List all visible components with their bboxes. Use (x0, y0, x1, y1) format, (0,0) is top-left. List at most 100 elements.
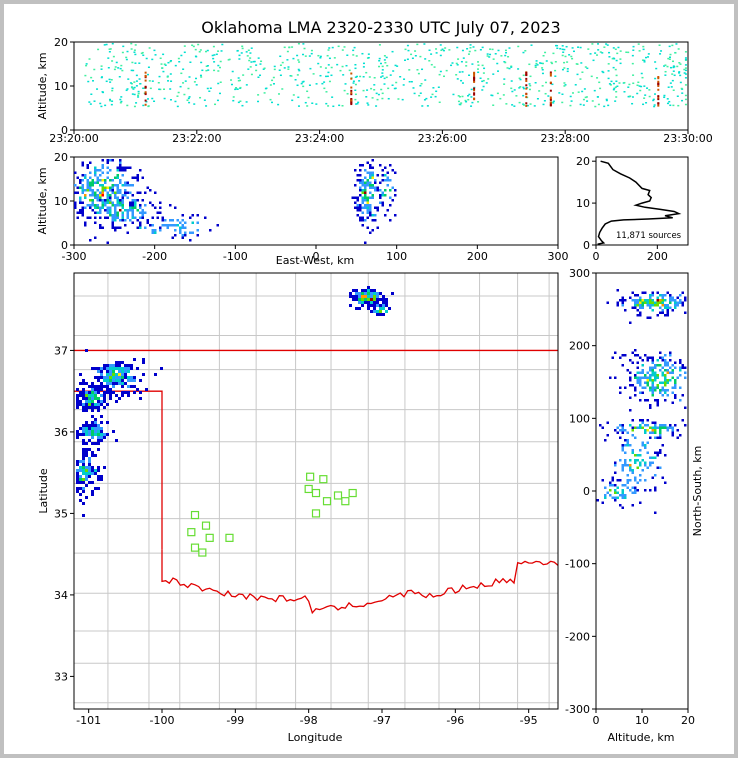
north-south-cell (624, 451, 627, 454)
plan-view-cell (94, 433, 97, 436)
east-west-cell (119, 189, 122, 192)
east-west-cell (391, 199, 394, 202)
east-west-cell (369, 181, 372, 184)
east-west-cell (366, 204, 369, 207)
north-south-cell (649, 366, 652, 369)
time-height-point (241, 47, 244, 50)
east-west-cell (149, 201, 152, 204)
east-west-cell (166, 224, 169, 227)
plan-view-cell (127, 376, 130, 379)
east-west-cell (91, 204, 94, 207)
east-west-cell (86, 189, 89, 192)
time-height-point (416, 69, 419, 71)
north-south-cell (671, 391, 674, 394)
east-west-cell (354, 184, 357, 187)
east-west-cell (364, 199, 367, 202)
north-south-cell (669, 294, 672, 297)
time-height-point (373, 89, 376, 91)
east-west-cell (91, 191, 94, 194)
east-west-cell (121, 194, 124, 197)
time-height-point (108, 48, 111, 50)
time-height-point (255, 69, 258, 72)
north-south-cell (616, 301, 619, 304)
plan-view-cell (85, 391, 88, 394)
plan-view-cell (370, 289, 373, 292)
time-height-point (444, 47, 447, 49)
plan-view-cell (121, 379, 124, 382)
east-west-cell (76, 216, 79, 219)
plan-view-cell (88, 403, 91, 406)
east-west-cell (104, 216, 107, 219)
time-height-point (354, 67, 357, 70)
north-south-cell (631, 291, 634, 294)
time-height-point (188, 76, 191, 78)
east-west-cell (369, 211, 372, 214)
north-south-cell (671, 386, 674, 389)
east-west-cell (366, 196, 369, 199)
east-west-cell (141, 176, 144, 179)
time-height-core-point (525, 102, 528, 105)
plan-view-cell (82, 406, 85, 409)
east-west-cell (389, 179, 392, 182)
time-height-point (566, 61, 569, 63)
east-west-cell (89, 239, 92, 242)
time-height-core-point (473, 93, 476, 96)
north-south-cell (666, 381, 669, 384)
time-height-point (176, 95, 179, 97)
time-height-core-point (525, 96, 528, 99)
east-west-cell (96, 189, 99, 192)
time-height-point (354, 98, 357, 101)
east-west-cell (76, 191, 79, 194)
east-west-cell (354, 169, 357, 172)
east-west-cell (371, 196, 374, 199)
north-south-cell (634, 294, 637, 297)
east-west-cell (94, 191, 97, 194)
time-height-point (126, 88, 129, 90)
plan-view-cell (76, 481, 79, 484)
east-west-cell (119, 164, 122, 167)
time-height-point (467, 98, 470, 101)
time-height-point (264, 87, 267, 90)
plan-view-cell (127, 370, 130, 373)
north-south-cell (646, 316, 649, 319)
time-height-point (530, 44, 533, 46)
time-height-point (115, 61, 118, 64)
east-west-cell (81, 184, 84, 187)
north-south-cell (634, 304, 637, 307)
time-height-point (550, 61, 553, 64)
east-west-cell (116, 204, 119, 207)
time-height-point (310, 52, 313, 55)
east-west-cell (86, 184, 89, 187)
plan-view-cell (85, 484, 88, 487)
plan-view-cell (91, 388, 94, 391)
east-west-cell (189, 239, 192, 242)
time-height-point (522, 104, 525, 106)
time-height-point (632, 45, 635, 48)
time-height-point (468, 93, 471, 96)
plan-view-cell (82, 478, 85, 481)
plan-view-cell (91, 436, 94, 439)
north-south-cell (636, 459, 639, 462)
plan-view-cell (88, 463, 91, 466)
time-height-point (119, 98, 122, 101)
plan-view-cell (97, 400, 100, 403)
time-height-point (540, 62, 543, 65)
time-height-point (174, 64, 177, 67)
north-south-cell (679, 359, 682, 362)
east-west-cell (376, 186, 379, 189)
time-height-point (387, 87, 390, 90)
north-south-cell (639, 306, 642, 309)
east-west-cell (119, 199, 122, 202)
east-west-cell (121, 219, 124, 222)
north-south-cell (639, 296, 642, 299)
time-height-core-point (657, 98, 660, 101)
east-west-cell (126, 216, 129, 219)
east-west-cell (99, 179, 102, 182)
north-south-cell (651, 386, 654, 389)
north-south-cell (661, 424, 664, 427)
north-south-cell (641, 441, 644, 444)
time-height-point (433, 66, 436, 68)
time-height-point (297, 42, 300, 45)
north-south-cell (664, 481, 667, 484)
time-height-point (367, 56, 370, 59)
